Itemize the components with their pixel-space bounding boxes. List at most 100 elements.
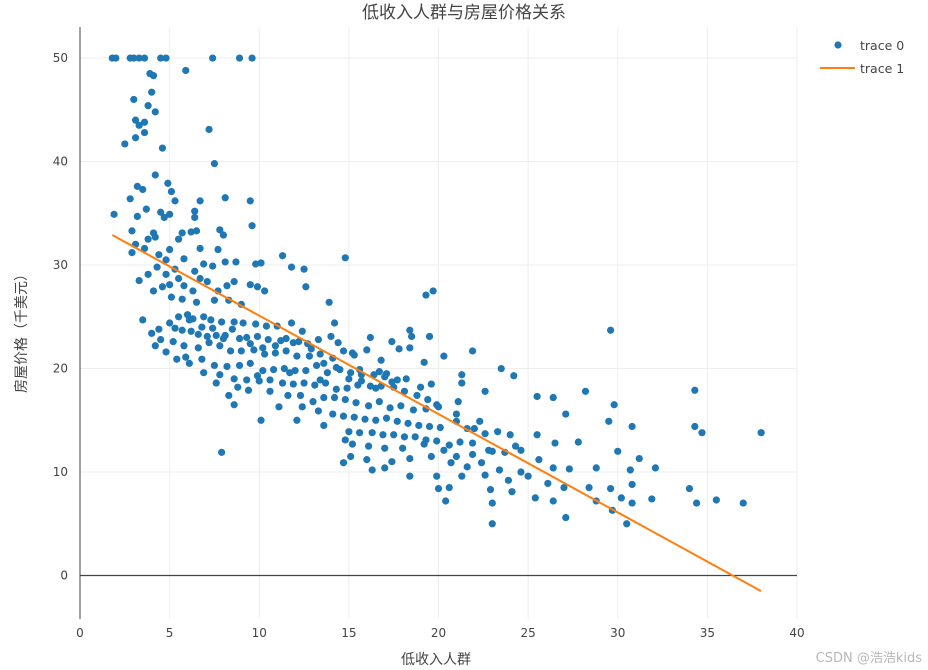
data-point: [442, 497, 450, 505]
data-point: [282, 334, 290, 343]
y-tick-label: 10: [53, 465, 68, 479]
data-point: [287, 319, 296, 327]
y-tick-label: 40: [53, 155, 68, 169]
data-point: [739, 499, 747, 507]
legend-item-trace-1[interactable]: trace 1: [820, 61, 904, 76]
data-point: [223, 362, 231, 371]
data-point: [140, 118, 149, 126]
data-point: [166, 245, 174, 254]
data-point: [216, 371, 224, 379]
data-point: [259, 344, 267, 352]
data-point: [388, 338, 396, 346]
data-point: [372, 416, 380, 424]
data-point: [243, 376, 251, 384]
data-point: [133, 182, 141, 190]
data-point: [334, 339, 342, 347]
data-point: [148, 329, 156, 337]
data-point: [166, 319, 174, 327]
data-point: [415, 421, 423, 430]
data-point: [320, 393, 328, 402]
data-point: [486, 486, 495, 494]
y-tick-label: 30: [53, 258, 68, 272]
data-point: [313, 361, 321, 370]
grid-lines: [80, 27, 798, 619]
data-point: [429, 287, 437, 295]
data-point: [379, 431, 387, 439]
data-point: [133, 212, 141, 220]
data-point: [253, 372, 262, 380]
data-point: [481, 387, 489, 395]
data-point: [341, 254, 349, 262]
data-point: [581, 387, 590, 395]
data-point: [191, 267, 199, 275]
legend-item-trace-0[interactable]: trace 0: [834, 38, 904, 53]
data-point: [289, 380, 297, 388]
data-point: [363, 456, 371, 464]
data-point: [174, 274, 183, 283]
data-point: [309, 398, 317, 406]
x-tick-label: 15: [341, 626, 356, 640]
data-point: [200, 369, 208, 377]
data-point: [151, 108, 159, 116]
x-tick-label: 0: [76, 626, 84, 640]
data-point: [458, 371, 466, 379]
data-point: [651, 464, 659, 472]
data-point: [246, 359, 254, 367]
data-point: [250, 346, 258, 354]
data-point: [592, 464, 600, 472]
data-point: [549, 464, 557, 472]
data-point: [239, 319, 247, 327]
data-point: [325, 298, 333, 306]
legend-label-trace-1: trace 1: [860, 61, 904, 76]
data-point: [182, 353, 190, 361]
data-point: [167, 187, 176, 196]
data-point: [397, 402, 405, 410]
data-point: [121, 140, 129, 148]
data-point: [332, 385, 340, 393]
data-point: [307, 345, 315, 353]
data-point: [171, 324, 179, 332]
data-point: [286, 369, 294, 377]
data-point: [685, 484, 694, 493]
data-point: [158, 144, 167, 152]
legend[interactable]: trace 0 trace 1: [820, 38, 904, 76]
data-point: [481, 471, 489, 479]
data-point: [531, 494, 539, 502]
data-point: [162, 256, 170, 264]
data-point: [390, 431, 398, 439]
data-point: [284, 391, 292, 400]
data-point: [585, 483, 593, 492]
data-point: [533, 431, 541, 439]
data-point: [234, 383, 242, 391]
data-point: [230, 401, 238, 409]
data-point: [110, 210, 118, 218]
x-tick-label: 20: [431, 626, 446, 640]
data-point: [252, 260, 260, 268]
data-point: [535, 456, 543, 464]
data-point: [517, 468, 525, 476]
data-point: [425, 422, 434, 431]
data-point: [144, 235, 152, 243]
data-point: [372, 384, 380, 392]
data-point: [130, 95, 138, 104]
data-point: [375, 368, 383, 376]
data-point: [495, 466, 504, 474]
data-point: [257, 259, 265, 267]
data-point: [210, 296, 219, 304]
data-point: [135, 121, 143, 129]
data-point: [565, 465, 573, 473]
data-point: [140, 244, 149, 253]
data-point: [278, 252, 287, 260]
data-point: [560, 483, 568, 492]
data-point: [246, 281, 254, 289]
data-point: [574, 438, 582, 446]
data-point: [406, 326, 414, 334]
data-point: [368, 429, 376, 437]
data-point: [271, 349, 279, 357]
data-point: [207, 316, 215, 324]
data-point: [330, 319, 339, 327]
data-point: [470, 424, 478, 433]
data-point: [452, 410, 461, 418]
data-point: [381, 373, 389, 381]
data-point: [155, 251, 163, 259]
